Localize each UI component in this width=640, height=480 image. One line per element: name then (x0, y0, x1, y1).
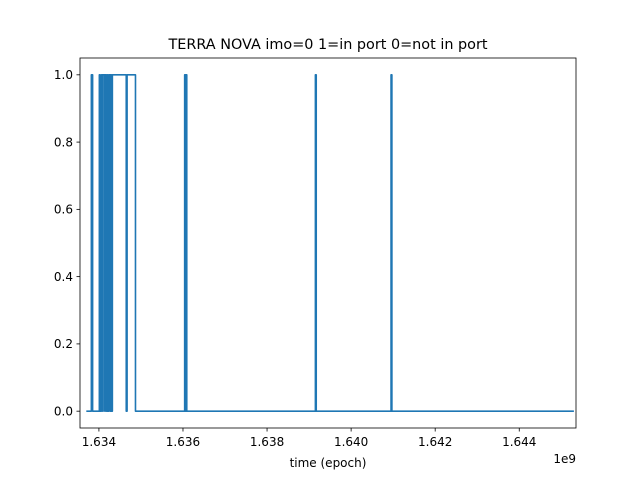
plot-area (86, 74, 574, 412)
y-tick-label: 1.0 (54, 68, 73, 82)
x-axis: 1.634 1.636 1.638 1.640 1.642 1.644 (82, 428, 536, 449)
x-tick-label: 1.638 (250, 435, 284, 449)
x-tick-label: 1.644 (502, 435, 536, 449)
y-tick-label: 0.6 (54, 203, 73, 217)
chart-title: TERRA NOVA imo=0 1=in port 0=not in port (167, 37, 487, 53)
y-tick-label: 0.0 (54, 404, 73, 418)
series-line (86, 74, 574, 412)
axes-frame (79, 57, 577, 429)
x-tick-label: 1.636 (166, 435, 200, 449)
x-tick-label: 1.640 (334, 435, 368, 449)
x-tick-label: 1.642 (418, 435, 452, 449)
x-axis-label: time (epoch) (290, 456, 367, 470)
y-axis: 0.0 0.2 0.4 0.6 0.8 1.0 (54, 68, 80, 418)
y-tick-label: 0.4 (54, 270, 73, 284)
y-tick-label: 0.2 (54, 337, 73, 351)
x-tick-label: 1.634 (82, 435, 116, 449)
x-axis-offset-label: 1e9 (553, 452, 576, 466)
y-tick-label: 0.8 (54, 135, 73, 149)
